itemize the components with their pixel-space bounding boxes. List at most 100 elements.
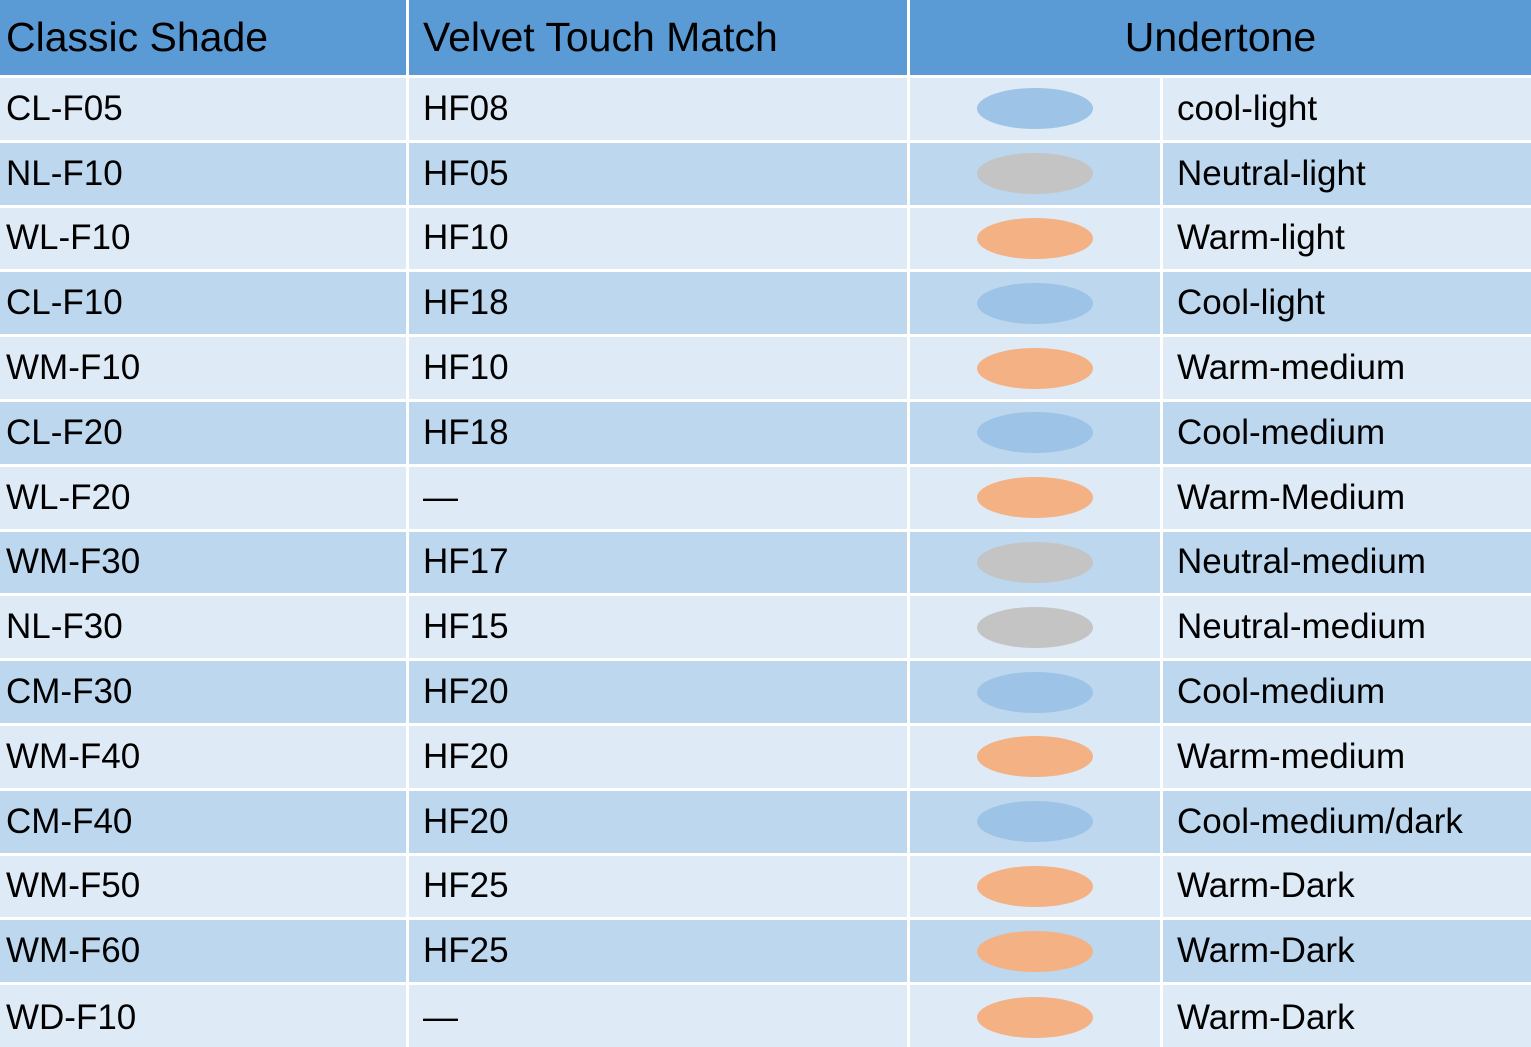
- cell-undertone-label: Cool-medium/dark: [1163, 790, 1531, 856]
- ellipse-swatch-cool-icon: [977, 671, 1093, 713]
- ellipse-swatch-neutral-icon: [977, 606, 1093, 648]
- table-row[interactable]: CL-F10 HF18 Cool-light: [0, 272, 1531, 338]
- cell-undertone-label: Warm-Dark: [1163, 985, 1531, 1047]
- cell-undertone-label: Warm-Medium: [1163, 466, 1531, 532]
- cell-classic-shade: NL-F30: [0, 596, 409, 662]
- swatch-wrap: [910, 726, 1160, 788]
- swatch-wrap: [910, 78, 1160, 140]
- cell-classic-shade: WM-F30: [0, 531, 409, 597]
- swatch-wrap: [910, 920, 1160, 982]
- cell-classic-shade: WM-F60: [0, 920, 409, 986]
- header-row: Classic Shade Velvet Touch Match Underto…: [0, 0, 1531, 78]
- cell-velvet-touch-match: HF20: [409, 790, 910, 856]
- cell-classic-shade: NL-F10: [0, 142, 409, 208]
- cell-undertone-label: Warm-Dark: [1163, 855, 1531, 921]
- cell-undertone-swatch: [910, 466, 1163, 532]
- cell-undertone-label: Cool-light: [1163, 272, 1531, 338]
- swatch-wrap: [910, 143, 1160, 205]
- table-row[interactable]: WD-F10— Warm-Dark: [0, 985, 1531, 1047]
- table-header: Classic Shade Velvet Touch Match Underto…: [0, 0, 1531, 78]
- cell-classic-shade: WL-F10: [0, 207, 409, 273]
- table-row[interactable]: CM-F30 HF20 Cool-medium: [0, 661, 1531, 726]
- table-row[interactable]: WM-F60 HF25 Warm-Dark: [0, 920, 1531, 986]
- cell-classic-shade: CL-F10: [0, 272, 409, 338]
- column-header-velvet-touch-match[interactable]: Velvet Touch Match: [409, 0, 910, 78]
- cell-undertone-label: Cool-medium: [1163, 401, 1531, 467]
- cell-classic-shade: CL-F05: [0, 78, 409, 143]
- ellipse-swatch-cool-icon: [977, 801, 1093, 843]
- cell-velvet-touch-match: HF05: [409, 142, 910, 208]
- ellipse-swatch-warm-icon: [977, 217, 1093, 259]
- swatch-wrap: [910, 596, 1160, 658]
- cell-velvet-touch-match: HF20: [409, 661, 910, 726]
- table-row[interactable]: WL-F10 HF10 Warm-light: [0, 207, 1531, 273]
- column-header-undertone[interactable]: Undertone: [910, 0, 1531, 78]
- cell-undertone-swatch: [910, 337, 1163, 402]
- cell-undertone-swatch: [910, 985, 1163, 1047]
- ellipse-swatch-neutral-icon: [977, 153, 1093, 195]
- swatch-wrap: [910, 402, 1160, 464]
- cell-velvet-touch-match: HF25: [409, 920, 910, 986]
- ellipse-swatch-warm-icon: [977, 930, 1093, 972]
- cell-undertone-swatch: [910, 142, 1163, 208]
- cell-classic-shade: WM-F10: [0, 337, 409, 402]
- cell-classic-shade: CM-F30: [0, 661, 409, 726]
- table-row[interactable]: WM-F50 HF25 Warm-Dark: [0, 855, 1531, 921]
- cell-velvet-touch-match: HF18: [409, 272, 910, 338]
- table-row[interactable]: WM-F10 HF10 Warm-medium: [0, 337, 1531, 402]
- ellipse-swatch-warm-icon: [977, 347, 1093, 389]
- table-body: CL-F05 HF08 cool-light NL-F10 HF05 Neutral-li…: [0, 78, 1531, 1047]
- cell-velvet-touch-match: HF10: [409, 337, 910, 402]
- cell-classic-shade: WD-F10: [0, 985, 409, 1047]
- cell-undertone-label: Warm-Dark: [1163, 920, 1531, 986]
- cell-undertone-swatch: [910, 661, 1163, 726]
- cell-undertone-swatch: [910, 401, 1163, 467]
- table-row[interactable]: CL-F05 HF08 cool-light: [0, 78, 1531, 143]
- ellipse-swatch-warm-icon: [977, 736, 1093, 778]
- cell-undertone-label: Neutral-light: [1163, 142, 1531, 208]
- table-row[interactable]: WL-F20— Warm-Medium: [0, 466, 1531, 532]
- ellipse-swatch-neutral-icon: [977, 541, 1093, 583]
- cell-undertone-swatch: [910, 207, 1163, 273]
- cell-classic-shade: WM-F50: [0, 855, 409, 921]
- cell-undertone-label: Neutral-medium: [1163, 596, 1531, 662]
- ellipse-swatch-cool-icon: [977, 88, 1093, 130]
- cell-velvet-touch-match: HF25: [409, 855, 910, 921]
- table-row[interactable]: CL-F20 HF18 Cool-medium: [0, 401, 1531, 467]
- column-header-classic-shade[interactable]: Classic Shade: [0, 0, 409, 78]
- cell-undertone-swatch: [910, 790, 1163, 856]
- swatch-wrap: [910, 467, 1160, 529]
- swatch-wrap: [910, 985, 1160, 1047]
- cell-undertone-swatch: [910, 596, 1163, 662]
- cell-undertone-label: Warm-light: [1163, 207, 1531, 273]
- swatch-wrap: [910, 272, 1160, 334]
- table-row[interactable]: NL-F10 HF05 Neutral-light: [0, 142, 1531, 208]
- ellipse-swatch-warm-icon: [977, 865, 1093, 907]
- table-row[interactable]: WM-F40 HF20 Warm-medium: [0, 725, 1531, 791]
- cell-velvet-touch-match: —: [409, 466, 910, 532]
- swatch-wrap: [910, 337, 1160, 399]
- cell-velvet-touch-match: HF17: [409, 531, 910, 597]
- swatch-wrap: [910, 532, 1160, 594]
- cell-undertone-swatch: [910, 272, 1163, 338]
- cell-classic-shade: WL-F20: [0, 466, 409, 532]
- cell-undertone-label: Cool-medium: [1163, 661, 1531, 726]
- cell-velvet-touch-match: —: [409, 985, 910, 1047]
- cell-velvet-touch-match: HF10: [409, 207, 910, 273]
- swatch-wrap: [910, 208, 1160, 270]
- cell-undertone-label: Warm-medium: [1163, 337, 1531, 402]
- cell-velvet-touch-match: HF20: [409, 725, 910, 791]
- swatch-wrap: [910, 856, 1160, 918]
- table-row[interactable]: WM-F30 HF17 Neutral-medium: [0, 531, 1531, 597]
- swatch-wrap: [910, 791, 1160, 853]
- cell-velvet-touch-match: HF08: [409, 78, 910, 143]
- cell-undertone-swatch: [910, 78, 1163, 143]
- table-row[interactable]: CM-F40 HF20 Cool-medium/dark: [0, 790, 1531, 856]
- swatch-wrap: [910, 661, 1160, 723]
- cell-velvet-touch-match: HF15: [409, 596, 910, 662]
- table-row[interactable]: NL-F30 HF15 Neutral-medium: [0, 596, 1531, 662]
- cell-undertone-label: cool-light: [1163, 78, 1531, 143]
- cell-velvet-touch-match: HF18: [409, 401, 910, 467]
